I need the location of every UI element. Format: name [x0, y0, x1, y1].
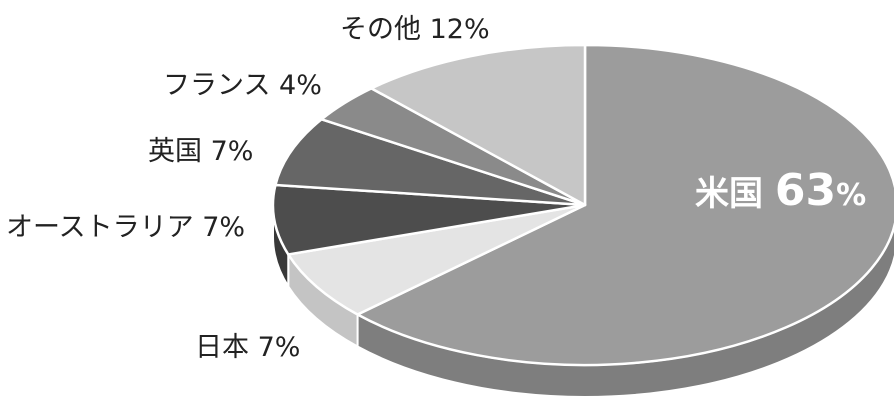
- pie-slice-英国: [274, 118, 587, 207]
- slice-label-percent: %: [836, 178, 866, 213]
- slice-label-日本: 日本 7%: [195, 332, 300, 363]
- pie-top-group: [271, 43, 894, 367]
- slice-label-その他: その他 12%: [340, 14, 490, 45]
- slice-label-name: 米国: [695, 174, 775, 214]
- pie-slice-米国: [356, 43, 894, 367]
- slice-label-米国: 米国 63%: [695, 165, 866, 216]
- pie-label-group: 米国 63% 日本 7% オーストラリア 7% 英国 7% フランス 4% その他 12%: [6, 14, 866, 363]
- pie-slice-オーストラリア: [271, 183, 587, 256]
- slice-label-value: 63: [775, 165, 836, 216]
- slice-label-フランス: フランス 4%: [163, 70, 322, 101]
- slice-label-英国: 英国 7%: [148, 136, 253, 167]
- pie-slice-その他: [370, 43, 587, 207]
- pie-slice-日本: [287, 203, 587, 316]
- slice-label-オーストラリア: オーストラリア 7%: [6, 212, 245, 243]
